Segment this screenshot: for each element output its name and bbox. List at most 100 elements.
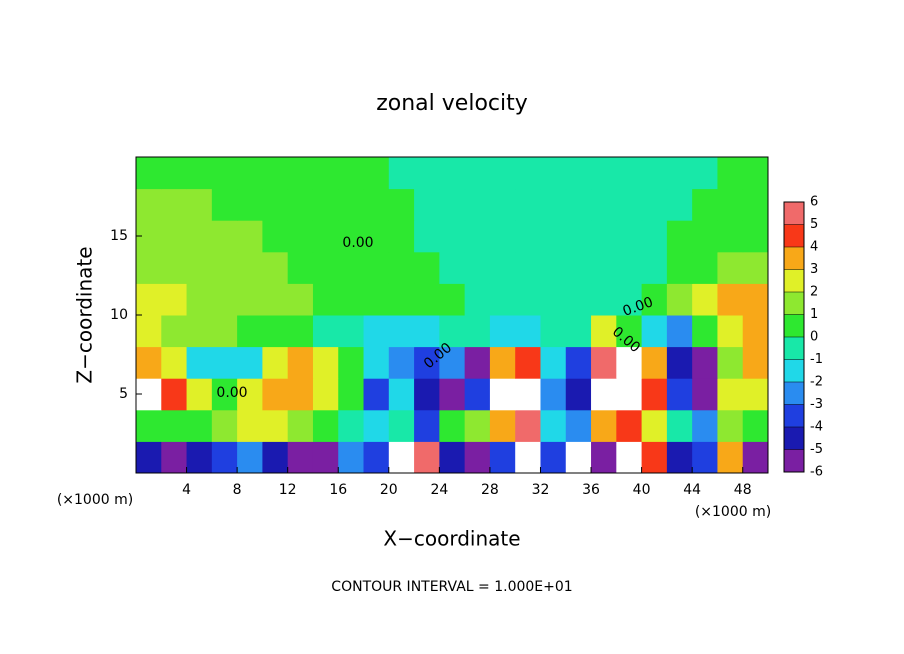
cell <box>666 409 693 442</box>
y-unit: (×1000 m) <box>57 492 133 508</box>
colorbar-label: -1 <box>810 352 823 367</box>
cell <box>186 346 213 379</box>
x-tick-label: 8 <box>233 482 242 498</box>
cell <box>666 251 693 284</box>
cell <box>439 315 466 348</box>
cell <box>388 378 415 411</box>
colorbar-label: 2 <box>810 285 818 300</box>
cell <box>489 315 516 348</box>
cell <box>641 157 668 190</box>
cell <box>287 283 314 316</box>
cell <box>338 188 365 221</box>
cell <box>515 315 541 348</box>
cell <box>717 409 744 442</box>
cell <box>237 441 263 474</box>
contour-label: 0.00 <box>216 385 247 401</box>
cell <box>641 378 668 411</box>
contour-label: 0.00 <box>342 235 373 251</box>
cell <box>565 220 592 253</box>
colorbar-swatch <box>784 314 804 337</box>
cell <box>262 409 289 442</box>
cell <box>565 157 592 190</box>
colorbar-swatch <box>784 449 804 472</box>
cell <box>565 251 592 284</box>
cell <box>312 315 339 348</box>
cell <box>211 157 238 190</box>
cell <box>312 220 339 253</box>
cell <box>464 346 491 379</box>
cell <box>717 220 744 253</box>
cell <box>186 441 213 474</box>
cell <box>414 188 440 221</box>
cell <box>388 441 415 474</box>
cell <box>338 409 365 442</box>
cell <box>591 283 617 316</box>
cell <box>287 315 314 348</box>
cell <box>414 378 440 411</box>
cell <box>439 409 466 442</box>
cell <box>464 378 491 411</box>
cell <box>262 157 289 190</box>
cell <box>717 378 744 411</box>
cell <box>666 283 693 316</box>
x-tick-label: 48 <box>734 482 752 498</box>
cell <box>287 378 314 411</box>
cell <box>161 378 188 411</box>
footer: CONTOUR INTERVAL = 1.000E+01 <box>331 579 572 595</box>
cell <box>414 220 440 253</box>
cell <box>312 188 339 221</box>
cell <box>136 283 162 316</box>
colorbar-swatch <box>784 292 804 315</box>
cell <box>186 220 213 253</box>
cell <box>464 220 491 253</box>
cell <box>237 346 263 379</box>
cell <box>388 220 415 253</box>
cell <box>591 251 617 284</box>
cell <box>161 251 188 284</box>
cell <box>338 157 365 190</box>
x-tick-label: 40 <box>633 482 651 498</box>
cell <box>591 188 617 221</box>
cell <box>742 157 769 190</box>
cell <box>540 346 567 379</box>
cell <box>616 220 643 253</box>
cell <box>237 283 263 316</box>
cell <box>565 378 592 411</box>
cell <box>161 441 188 474</box>
cell <box>565 346 592 379</box>
cell <box>363 409 390 442</box>
colorbar-swatch <box>784 359 804 382</box>
cell <box>414 315 440 348</box>
cell <box>237 157 263 190</box>
cell <box>186 283 213 316</box>
cell <box>591 441 617 474</box>
cell <box>211 441 238 474</box>
cell <box>262 441 289 474</box>
colorbar-swatch <box>784 269 804 292</box>
cell <box>237 188 263 221</box>
cell <box>666 346 693 379</box>
cell <box>616 251 643 284</box>
cell <box>388 188 415 221</box>
cell <box>489 188 516 221</box>
colorbar-swatch <box>784 202 804 225</box>
x-tick-label: 44 <box>683 482 701 498</box>
cell <box>439 378 466 411</box>
cell <box>388 251 415 284</box>
cell <box>211 346 238 379</box>
cell <box>641 188 668 221</box>
cell <box>515 441 541 474</box>
cell <box>540 409 567 442</box>
cell <box>641 251 668 284</box>
colorbar-label: 5 <box>810 217 818 232</box>
cell <box>388 346 415 379</box>
cell <box>515 220 541 253</box>
cell <box>262 188 289 221</box>
cell <box>211 409 238 442</box>
cell <box>641 409 668 442</box>
cell <box>136 315 162 348</box>
cell <box>540 315 567 348</box>
cell <box>211 378 238 411</box>
cell <box>312 346 339 379</box>
cell <box>161 157 188 190</box>
